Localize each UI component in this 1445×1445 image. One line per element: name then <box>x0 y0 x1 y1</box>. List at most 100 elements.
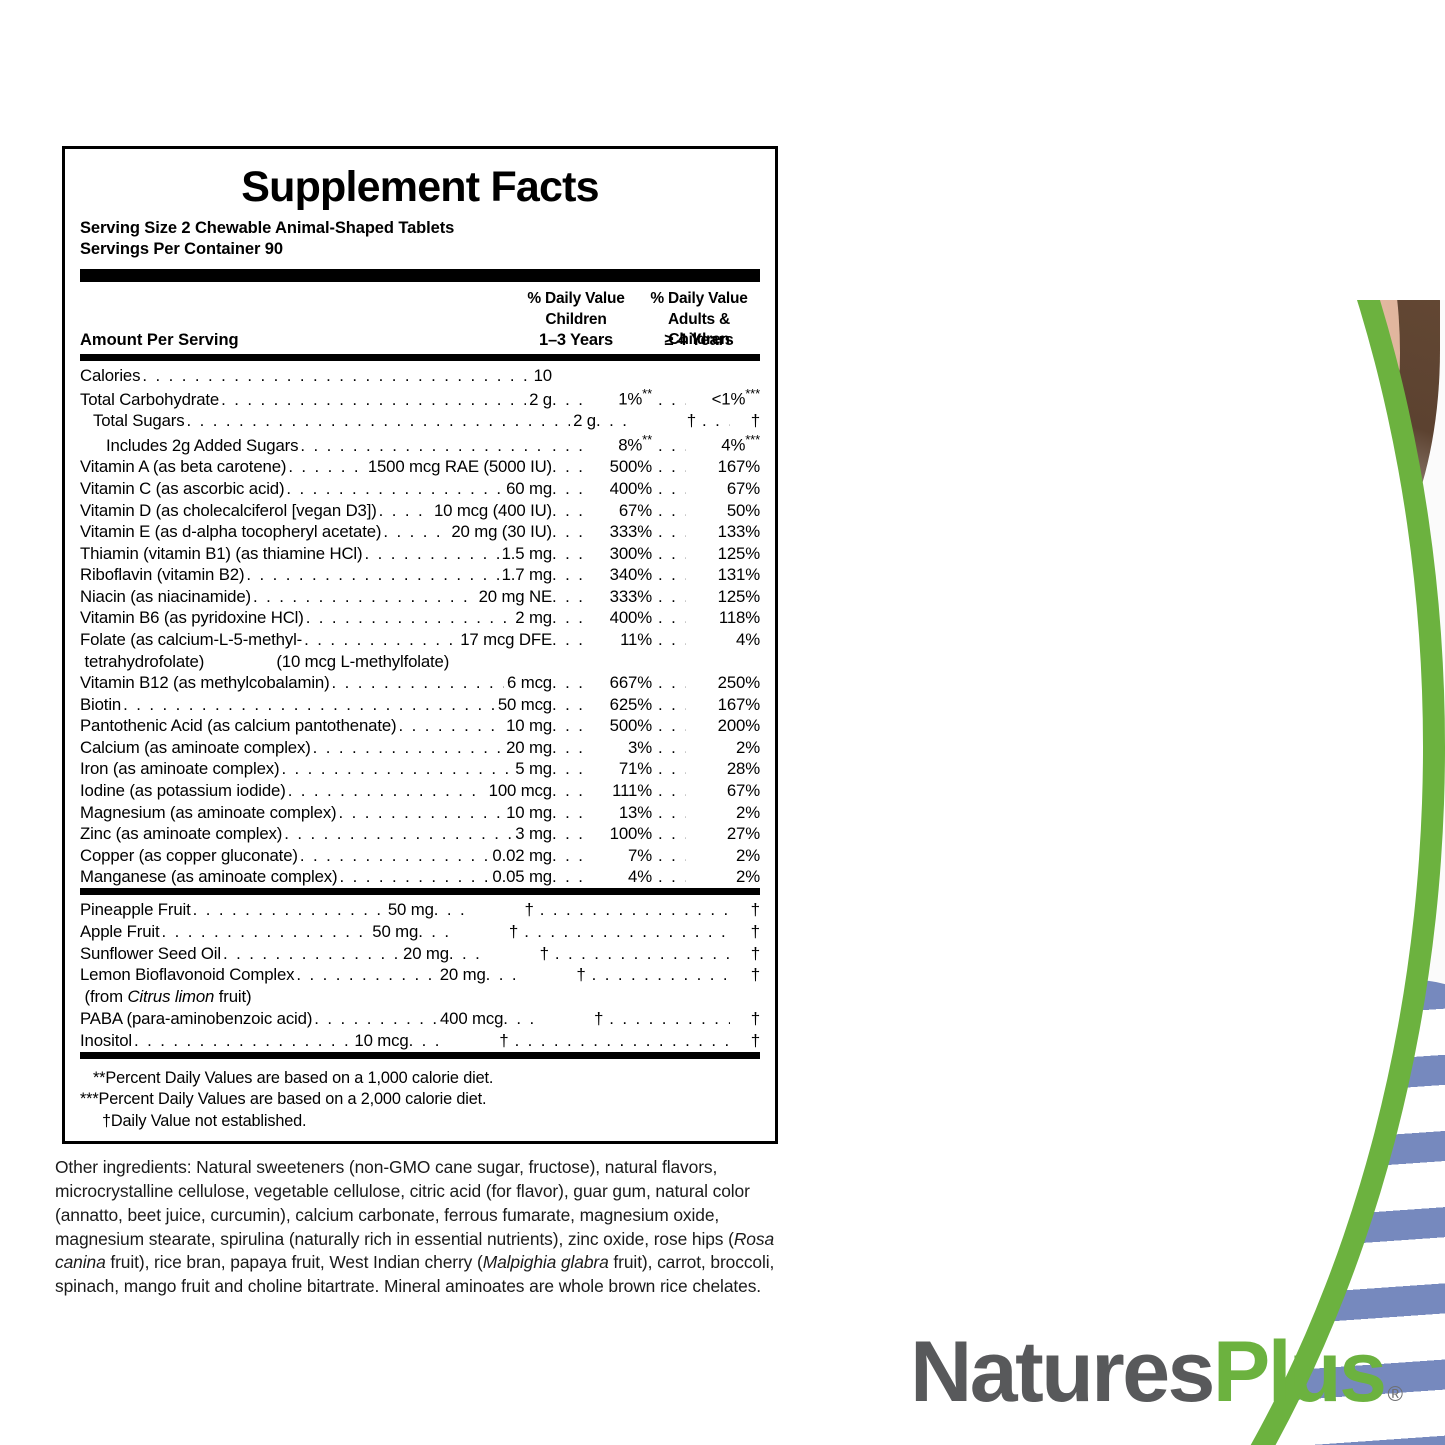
leader-dots-2: . . . . . . . . . . . . <box>552 543 586 563</box>
dv-children-value: 13% <box>618 802 652 822</box>
dv-col2-line3: ≥ 4 Years <box>664 330 734 349</box>
nutrient-row: Manganese (as aminoate complex). . . . .… <box>80 866 760 888</box>
dv-children-value: 400% <box>609 478 652 498</box>
leader-dots-3: . . . . . . . . . . . . . . . . . . . . … <box>554 943 730 963</box>
leader-dots: . . . . . . . . . . . . . . . . . . . . … <box>287 781 486 801</box>
leader-dots: . . . . . . . . . . . . . . . . . . . . … <box>338 802 504 822</box>
nutrient-name: Vitamin B6 (as pyridoxine HCl) <box>80 608 304 628</box>
nutrient-name: Lemon Bioflavonoid Complex <box>80 965 295 985</box>
leader-dots: . . . . . . . . . . . . . . . . . . . . … <box>300 435 549 455</box>
dv-age-ranges: 1–3 Years ≥ 4 Years <box>514 331 760 350</box>
dv-adults-header: % Daily Value Adults & Children <box>638 289 760 350</box>
logo-natures-text: Natures <box>910 1324 1215 1420</box>
servings-per-container-line: Servings Per Container 90 <box>80 240 283 259</box>
nutrient-name: Calcium (as aminoate complex) <box>80 737 311 757</box>
leader-dots: . . . . . . . . . . . . . . . . . . . . … <box>331 673 505 693</box>
dv-children-value: 111% <box>612 781 652 801</box>
leader-dots: . . . . . . . . . . . . . . . . . . . . … <box>314 1008 437 1028</box>
dv-children-value: 300% <box>609 543 652 563</box>
leader-dots-3: . . . . . . . . . . . . <box>658 478 686 498</box>
dv-children-value: † <box>508 921 519 941</box>
leader-dots-3: . . . . . . . . . . . . <box>658 586 686 606</box>
nutrient-amount: 1.7 mg <box>501 565 553 585</box>
dv-adults-value: 2% <box>736 845 760 865</box>
nutrient-name: Inositol <box>80 1030 132 1050</box>
dv-children-value: † <box>524 899 534 919</box>
footnote-three-star: ***Percent Daily Values are based on a 2… <box>80 1090 487 1109</box>
leader-dots-3: . . . . . . . . . . . . <box>658 759 686 779</box>
dv-adults-value: 133% <box>717 522 760 542</box>
nutrient-rows: Calories. . . . . . . . . . . . . . . . … <box>80 361 760 888</box>
dv-adults-value: 2% <box>736 867 760 887</box>
leader-dots-2: . . . . . . . . . . . . <box>552 845 586 865</box>
dv-col1-line3: 1–3 Years <box>538 330 614 349</box>
leader-dots-3: . . . . . . . . . . . . <box>658 435 686 455</box>
dv-children-value: 340% <box>609 565 652 585</box>
nutrient-row: Iron (as aminoate complex). . . . . . . … <box>80 758 760 780</box>
leader-dots-3: . . . . . . . . . . . . <box>658 716 686 736</box>
dv-adults-value: † <box>750 1030 760 1050</box>
leader-dots-2: . . . . . . . . . . . . <box>552 867 586 887</box>
dv-adults-value: 118% <box>718 608 760 628</box>
leader-dots-3: . . . . . . . . . . . . <box>658 781 686 801</box>
leader-dots-2: . . . . . . . . . . . . <box>552 802 586 822</box>
leader-dots-3: . . . . . . . . . . . . <box>658 694 686 714</box>
leader-dots-3: . . . . . . . . . . . . . . . . . . . . … <box>591 965 730 985</box>
dv-adults-value: † <box>750 899 760 919</box>
leader-dots-3: . . . . . . . . . . . . <box>658 500 686 520</box>
leader-dots-2: . . . . . . . . . . . . <box>552 673 586 693</box>
dv-adults-value: 4% <box>736 629 760 649</box>
leader-dots: . . . . . . . . . . . . . . . . . . . . … <box>383 522 448 542</box>
nutrient-row: Inositol. . . . . . . . . . . . . . . . … <box>80 1030 760 1052</box>
leader-dots: . . . . . . . . . . . . . . . . . . . . … <box>222 943 401 963</box>
dv-children-value: 667% <box>609 673 652 693</box>
leader-dots-3: . . . . . . . . . . . . <box>658 543 686 563</box>
serving-size-line: Serving Size 2 Chewable Animal-Shaped Ta… <box>80 219 455 237</box>
dv-col2-line2: Adults & Children <box>667 310 731 349</box>
dv-children-value: 400% <box>609 608 652 628</box>
leader-dots-2: . . . . . . . . . . . . <box>552 457 586 477</box>
botanical-rows: Pineapple Fruit. . . . . . . . . . . . .… <box>80 895 760 1052</box>
nutrient-row: Vitamin C (as ascorbic acid). . . . . . … <box>80 478 760 500</box>
leader-dots-2: . . . . . . . . . . . . <box>408 1030 443 1050</box>
nutrient-amount: 0.02 mg <box>492 845 552 865</box>
leader-dots: . . . . . . . . . . . . . . . . . . . . … <box>364 543 498 563</box>
nutrient-row: Total Sugars. . . . . . . . . . . . . . … <box>80 410 760 432</box>
nutrient-amount: 6 mcg <box>507 673 552 693</box>
nutrient-amount: 2 mg <box>515 608 552 628</box>
nutrient-row: Pantothenic Acid (as calcium pantothenat… <box>80 715 760 737</box>
dv-col2-line1: % Daily Value <box>650 290 748 308</box>
leader-dots-3: . . . . . . . . . . . . <box>658 629 686 649</box>
nutrient-row: Vitamin E (as d-alpha tocopheryl acetate… <box>80 521 760 543</box>
nutrient-name: Vitamin D (as cholecalciferol [vegan D3]… <box>80 500 377 520</box>
dv-col1-line2: Children <box>545 310 607 328</box>
binomial-rosa-canina: Rosa canina <box>55 1228 775 1273</box>
nutrient-amount: 10 mcg (400 IU) <box>433 500 552 520</box>
supplement-facts-panel: Supplement Facts Serving Size 2 Chewable… <box>62 146 778 1144</box>
nutrient-row: PABA (para-aminobenzoic acid). . . . . .… <box>80 1008 760 1030</box>
footnotes-block: **Percent Daily Values are based on a 1,… <box>80 1059 760 1133</box>
dv-children-value: 67% <box>618 500 652 520</box>
leader-dots-2: . . . . . . . . . . . . <box>552 781 586 801</box>
dv-adults-value: 2% <box>736 802 760 822</box>
leader-dots-2: . . . . . . . . . . . . <box>552 478 586 498</box>
nutrient-row: Folate (as calcium-L-5-methyl- . . . . . … <box>80 629 760 651</box>
nutrient-row: Magnesium (as aminoate complex). . . . .… <box>80 802 760 824</box>
leader-dots-2: . . . . . . . . . . . . <box>433 899 468 919</box>
nutrient-name: Includes 2g Added Sugars <box>106 435 299 455</box>
footnote-two-star: **Percent Daily Values are based on a 1,… <box>93 1068 494 1087</box>
leader-dots-3: . . . . . . . . . . . . <box>658 737 686 757</box>
nutrient-name: Thiamin (vitamin B1) (as thiamine HCl) <box>80 543 363 563</box>
nutrient-name: Folate (as calcium-L-5-methyl- <box>80 629 303 649</box>
nutrient-amount: 50 mg <box>387 899 434 919</box>
nutrient-name: Vitamin A (as beta carotene) <box>80 457 287 477</box>
leader-dots-3: . . . . . . . . . . . . <box>658 867 686 887</box>
nutrient-row: Iodine (as potassium iodide). . . . . . … <box>80 780 760 802</box>
dv-adults-value: <1%*** <box>711 386 760 409</box>
leader-dots-2: . . . . . . . . . . . . <box>418 921 452 941</box>
leader-dots-3: . . . . . . . . . . . . <box>658 522 686 542</box>
dv-adults-value: † <box>750 965 760 985</box>
nutrient-name: Total Sugars <box>93 411 185 431</box>
leader-dots-3: . . . . . . . . . . . . <box>658 673 686 693</box>
leader-dots: . . . . . . . . . . . . . . . . . . . . … <box>312 737 503 757</box>
